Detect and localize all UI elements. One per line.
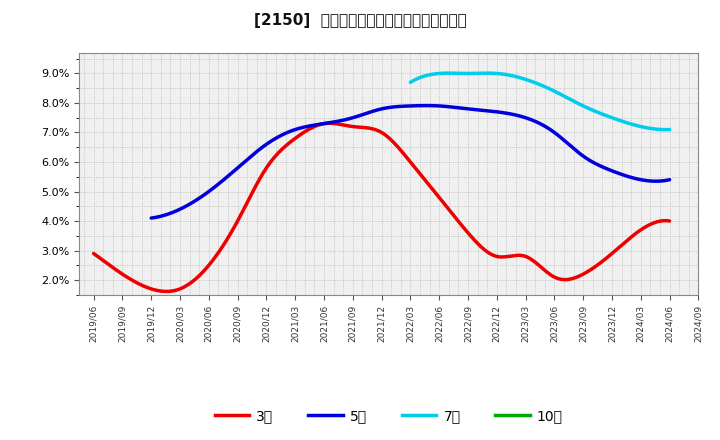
Text: [2150]  経常利益マージンの標準偏差の推移: [2150] 経常利益マージンの標準偏差の推移 [253, 13, 467, 28]
Legend: 3年, 5年, 7年, 10年: 3年, 5年, 7年, 10年 [209, 403, 569, 429]
